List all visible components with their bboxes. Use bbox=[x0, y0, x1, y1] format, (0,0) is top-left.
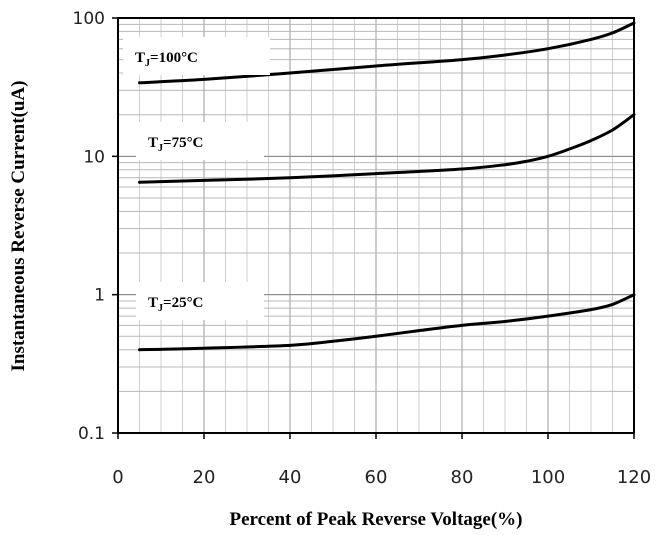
grid-lines bbox=[117, 17, 635, 434]
series-label-0: TJ=100°C bbox=[135, 50, 198, 69]
x-axis-title: Percent of Peak Reverse Voltage(%) bbox=[230, 509, 523, 530]
y-tick-label: 1 bbox=[94, 286, 105, 306]
series-line-0 bbox=[138, 21, 636, 85]
series-label-box-2 bbox=[136, 282, 264, 320]
y-tick-label: 10 bbox=[83, 147, 105, 167]
x-tick-label: 0 bbox=[112, 467, 123, 488]
series-labels: TJ=100°C TJ=75°C TJ=25°C bbox=[123, 37, 270, 320]
series-label-box-0 bbox=[123, 37, 270, 75]
series-label-box-1 bbox=[136, 122, 264, 160]
x-tick-label: 80 bbox=[451, 467, 474, 488]
x-tick-label: 100 bbox=[531, 467, 565, 488]
series-curves bbox=[138, 21, 636, 352]
y-tick-label: 0.1 bbox=[78, 424, 105, 444]
x-tick-label: 120 bbox=[617, 467, 651, 488]
x-tick-label: 60 bbox=[365, 467, 388, 488]
x-axis-ticks: 0 20 40 60 80 100 120 bbox=[112, 433, 651, 488]
series-label-1: TJ=75°C bbox=[148, 135, 203, 154]
y-axis-title: Instantaneous Reverse Current(uA) bbox=[8, 81, 29, 372]
y-axis-ticks: 0.1 1 10 100 bbox=[73, 9, 118, 444]
y-tick-label: 100 bbox=[73, 9, 105, 29]
series-label-2: TJ=25°C bbox=[148, 295, 203, 314]
x-tick-label: 20 bbox=[193, 467, 216, 488]
series-line-1 bbox=[138, 113, 636, 184]
series-line-2 bbox=[138, 293, 636, 352]
x-tick-label: 40 bbox=[279, 467, 302, 488]
